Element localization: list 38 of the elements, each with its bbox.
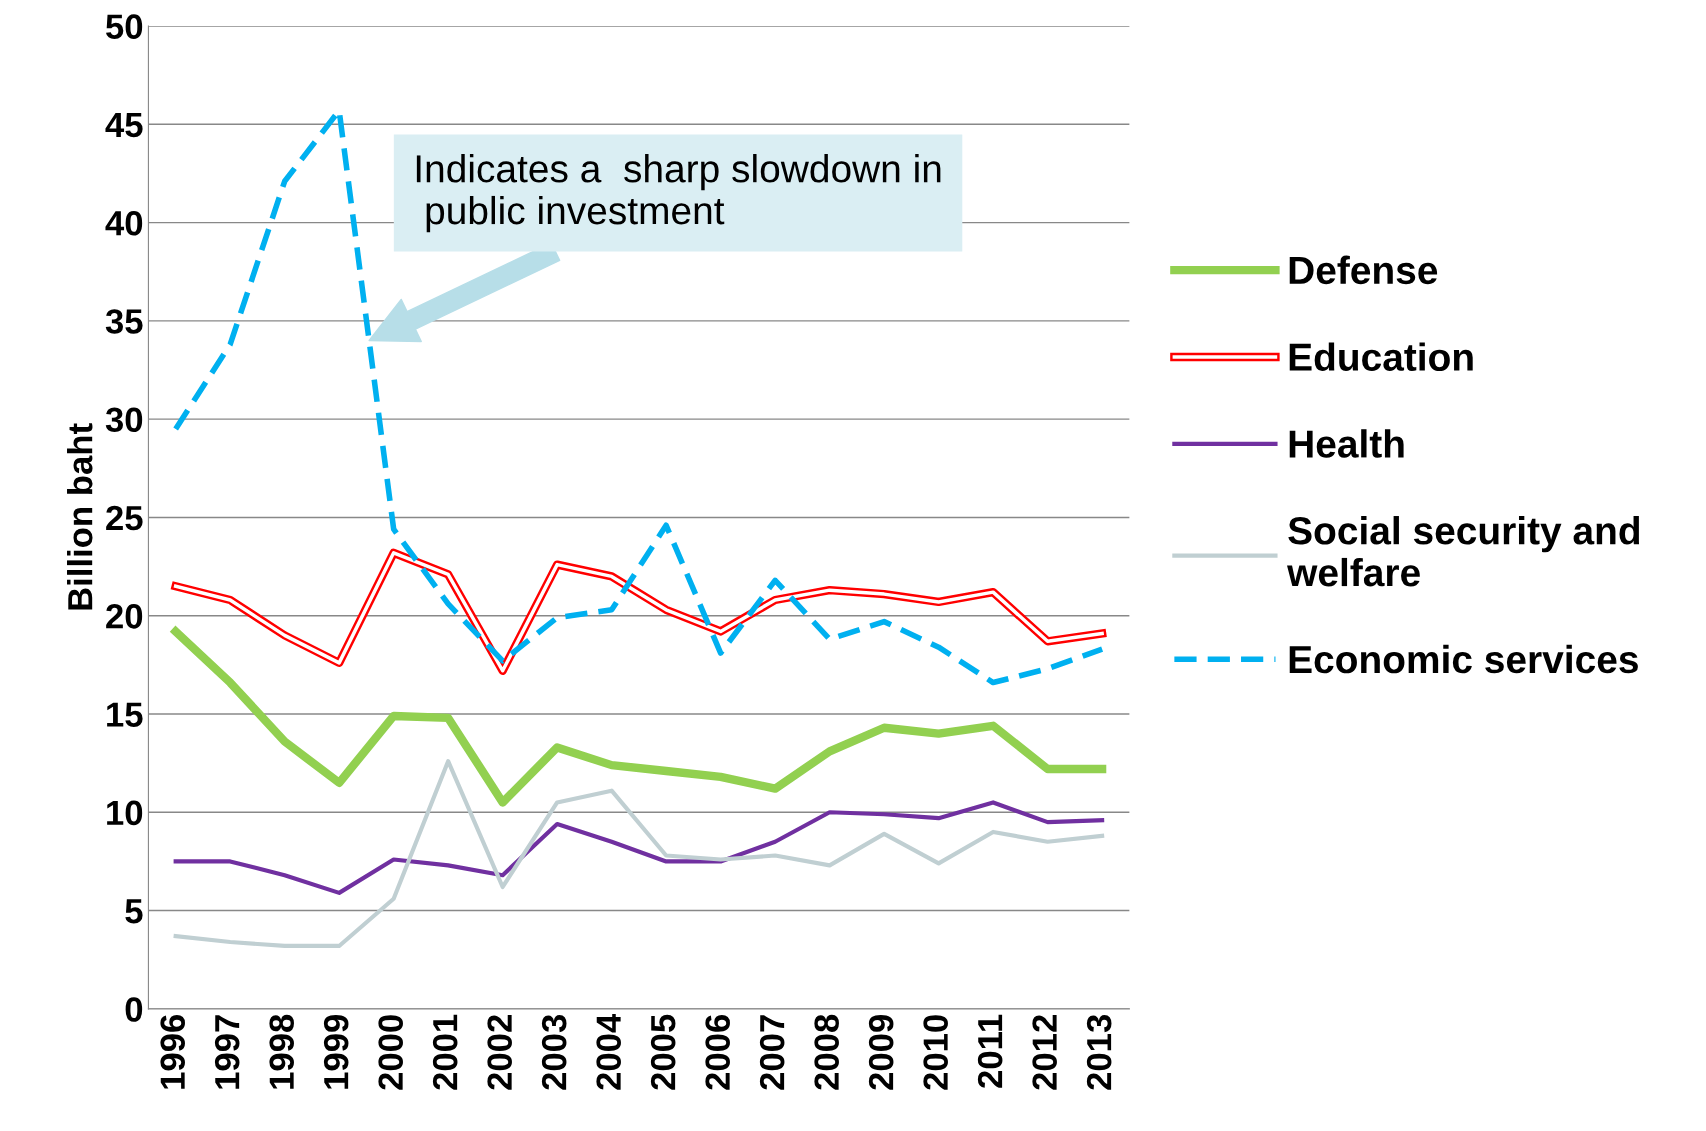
- legend-label: Education: [1289, 342, 1473, 371]
- x-tick-label: 2001: [432, 1014, 458, 1090]
- x-tick-label: 2013: [1086, 1014, 1112, 1090]
- x-tick-label: 2008: [814, 1014, 839, 1090]
- legend-label: Economic services: [1289, 644, 1638, 674]
- y-tick-label: 30: [105, 407, 143, 433]
- y-tick-label: 35: [105, 309, 143, 334]
- x-tick-label: 2011: [977, 1014, 1003, 1088]
- y-tick-label: 20: [106, 604, 143, 629]
- y-tick-label: 10: [107, 800, 143, 826]
- line-series: [173, 800, 1105, 895]
- legend-label: Health: [1289, 429, 1404, 458]
- y-tick-label: 50: [106, 14, 143, 39]
- x-tick-label: 1997: [214, 1015, 240, 1089]
- x-tick-label: 2002: [487, 1015, 512, 1090]
- x-tick-label: 1999: [323, 1014, 349, 1089]
- y-tick-label: 40: [105, 210, 143, 236]
- x-tick-label: 2006: [705, 1014, 730, 1090]
- x-tick-label: 2009: [868, 1014, 894, 1090]
- x-tick-label: 1998: [269, 1014, 294, 1089]
- x-tick-label: 2012: [1032, 1015, 1057, 1090]
- y-tick-label: 0: [125, 997, 143, 1022]
- y-tick-label: 45: [105, 112, 143, 138]
- x-tick-label: 2003: [541, 1014, 567, 1090]
- legend-label: Social security and welfare: [1287, 516, 1640, 587]
- x-tick-label: 2005: [650, 1014, 676, 1090]
- y-tick-label: 15: [107, 702, 143, 727]
- line-series: [173, 759, 1105, 949]
- y-axis-title: Billion baht: [67, 423, 93, 610]
- annotation: Indicates a sharp slowdown in public investment: [416, 154, 941, 233]
- y-tick-label: 5: [125, 899, 143, 924]
- x-tick-label: 2010: [923, 1015, 948, 1090]
- x-tick-label: 2007: [759, 1015, 785, 1090]
- x-tick-label: 1996: [160, 1014, 185, 1089]
- x-tick-label: 2004: [596, 1013, 621, 1090]
- x-tick-label: 2000: [378, 1015, 403, 1090]
- y-tick-label: 25: [106, 505, 143, 531]
- legend-label: Defense: [1289, 255, 1438, 285]
